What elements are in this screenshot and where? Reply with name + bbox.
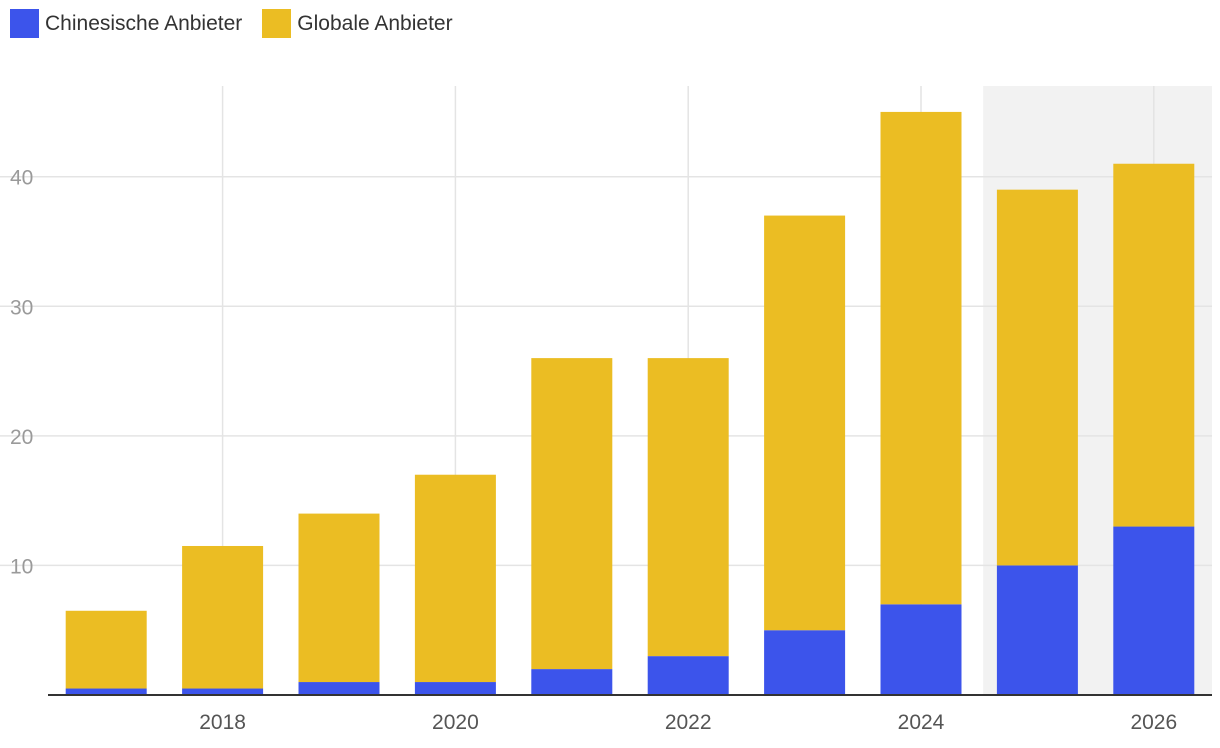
y-tick-label: 10 <box>10 555 33 578</box>
legend-item-chinesische[interactable]: Chinesische Anbieter <box>10 9 242 38</box>
bar-globale-2023 <box>764 215 846 631</box>
bar-globale-2021 <box>531 358 613 670</box>
x-tick-label: 2018 <box>199 711 246 734</box>
bar-globale-2020 <box>414 474 496 683</box>
bar-chinesische-2019 <box>298 682 380 695</box>
bar-globale-2026 <box>1113 163 1195 527</box>
bar-chinesische-2024 <box>880 604 962 695</box>
legend-item-globale[interactable]: Globale Anbieter <box>262 9 453 38</box>
y-tick-label: 30 <box>10 296 33 319</box>
y-tick-label: 20 <box>10 426 33 449</box>
bar-chinesische-2021 <box>531 669 613 695</box>
bar-globale-2019 <box>298 513 380 683</box>
bar-chinesische-2017 <box>65 688 147 695</box>
x-tick-label: 2022 <box>665 711 712 734</box>
bar-chinesische-2022 <box>647 656 729 695</box>
bar-chinesische-2018 <box>182 688 264 695</box>
y-tick-label: 40 <box>10 167 33 190</box>
bar-chinesische-2026 <box>1113 526 1195 695</box>
legend-swatch-globale <box>262 9 292 38</box>
bar-globale-2022 <box>647 358 729 657</box>
bar-chinesische-2020 <box>414 682 496 695</box>
bar-chinesische-2023 <box>764 630 846 695</box>
bar-globale-2018 <box>182 545 264 689</box>
legend-label-globale: Globale Anbieter <box>297 11 453 35</box>
bar-chinesische-2025 <box>996 565 1078 695</box>
legend: Chinesische Anbieter Globale Anbieter <box>10 9 453 38</box>
bar-globale-2024 <box>880 111 962 605</box>
x-tick-label: 2020 <box>432 711 479 734</box>
legend-swatch-chinesische <box>10 9 39 38</box>
x-tick-label: 2026 <box>1130 711 1177 734</box>
legend-label-chinesische: Chinesische Anbieter <box>45 11 243 35</box>
bar-globale-2025 <box>996 189 1078 566</box>
bar-globale-2017 <box>65 610 147 689</box>
x-tick-label: 2024 <box>898 711 945 734</box>
